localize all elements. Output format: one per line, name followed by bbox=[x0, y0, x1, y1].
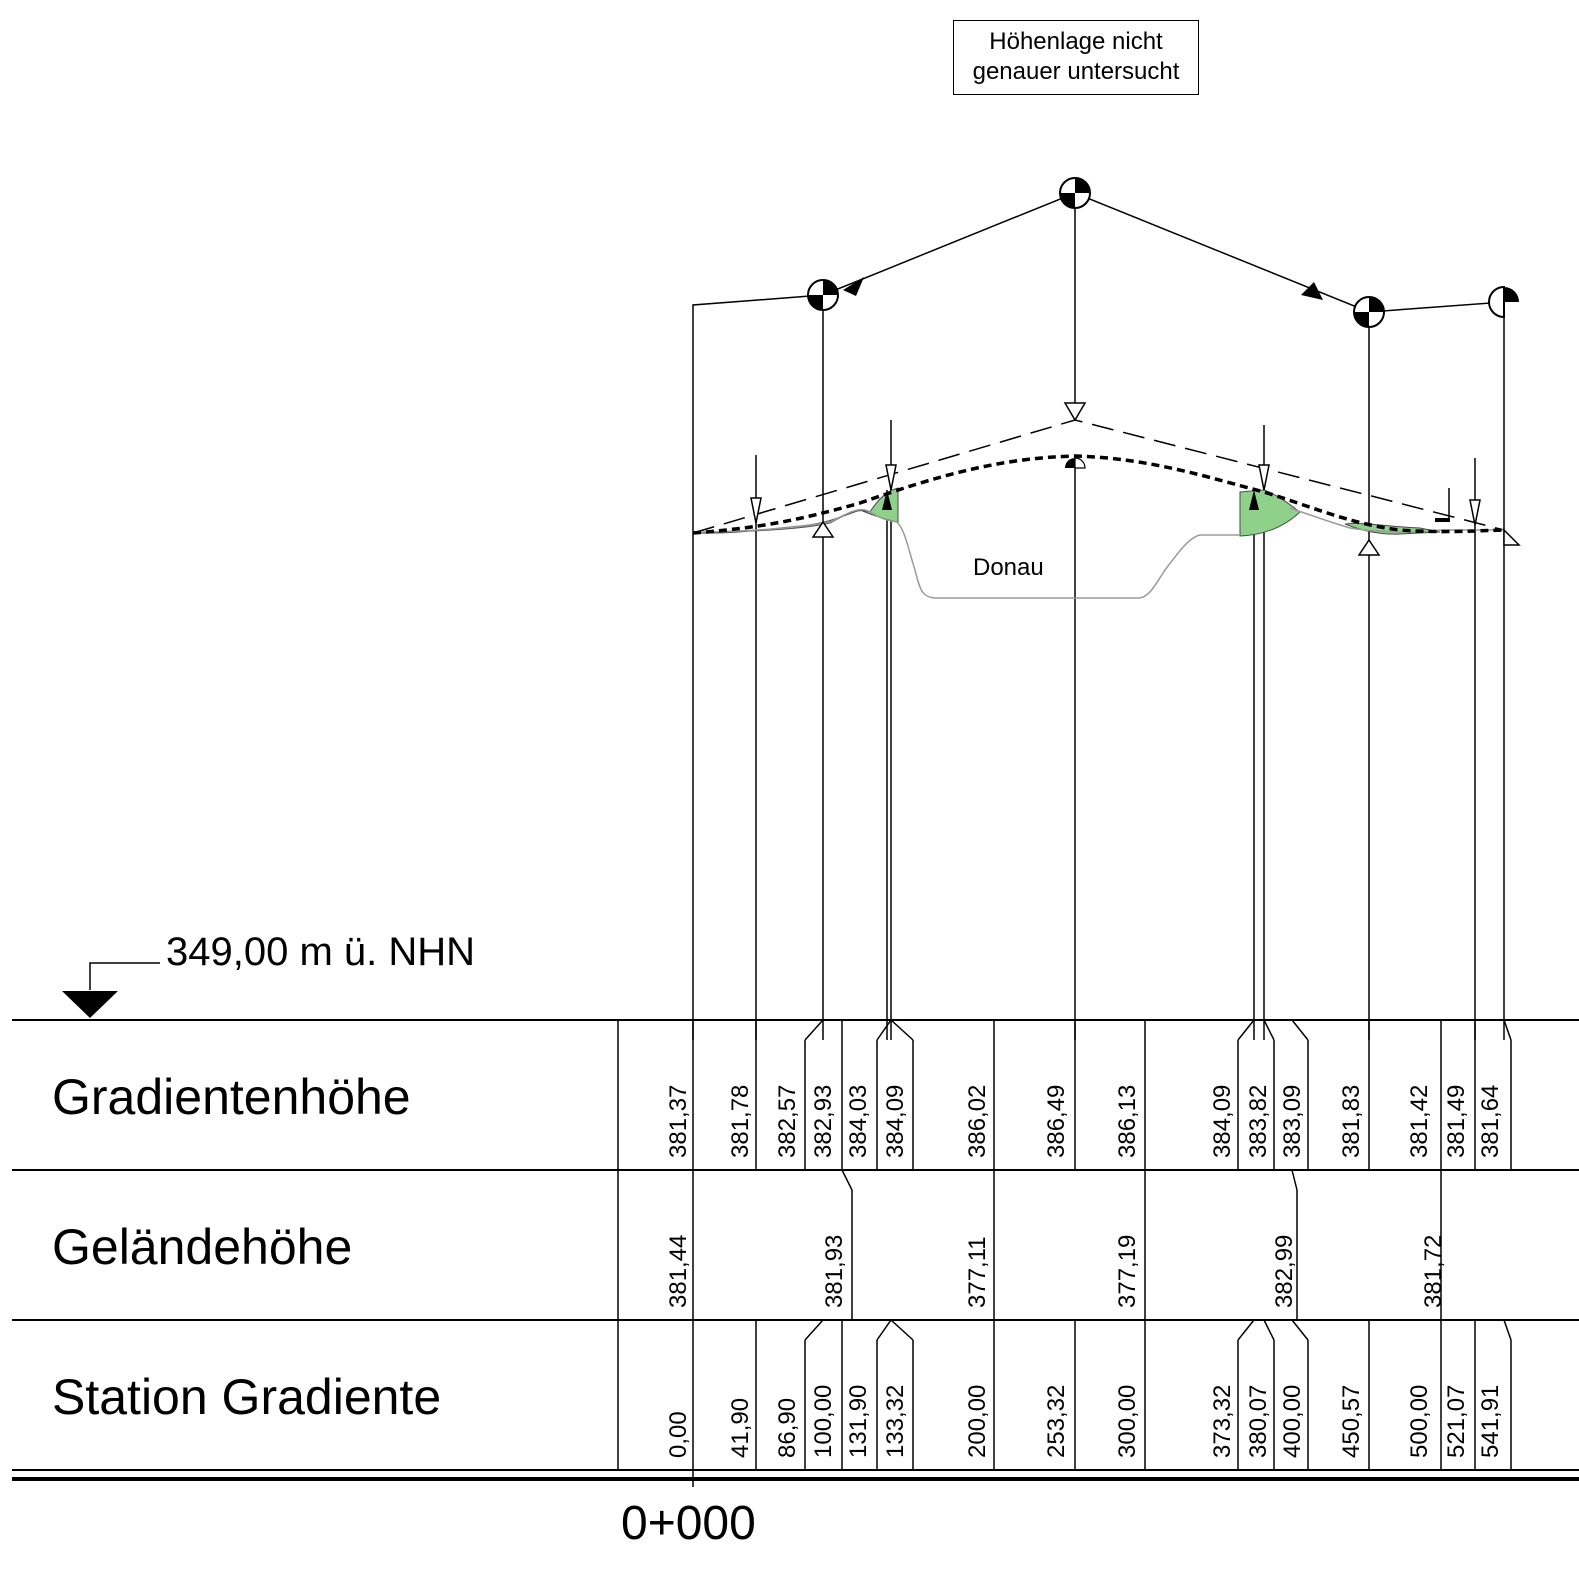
terrain-height-value: 377,11 bbox=[964, 1236, 991, 1308]
gradient-height-value: 383,82 bbox=[1245, 1085, 1272, 1158]
terrain-height-value: 381,93 bbox=[821, 1235, 848, 1308]
station-value: 400,00 bbox=[1279, 1385, 1306, 1458]
table-divider bbox=[1291, 1319, 1309, 1341]
gradient-height-value: 381,49 bbox=[1443, 1085, 1470, 1158]
table-divider bbox=[1503, 1019, 1512, 1041]
gradient-height-value: 386,13 bbox=[1114, 1085, 1141, 1158]
table-divider bbox=[1263, 1319, 1275, 1341]
gradient-height-value: 386,49 bbox=[1043, 1085, 1070, 1158]
gradient-height-value: 382,57 bbox=[774, 1085, 801, 1158]
table-divider bbox=[876, 1319, 892, 1341]
terrain-height-value: 382,99 bbox=[1271, 1235, 1298, 1308]
table-divider bbox=[1291, 1019, 1309, 1041]
gradient-height-value: 384,03 bbox=[845, 1085, 872, 1158]
datum-label: 349,00 m ü. NHN bbox=[166, 930, 476, 974]
station-value: 100,00 bbox=[810, 1385, 837, 1458]
station-value: 380,07 bbox=[1245, 1385, 1272, 1458]
profile-table-grid bbox=[12, 1019, 1579, 1487]
station-value: 86,90 bbox=[774, 1398, 801, 1458]
terrain-height-value: 381,72 bbox=[1420, 1235, 1447, 1308]
row-title-terrain-height: Geländehöhe bbox=[52, 1219, 353, 1275]
table-divider bbox=[1291, 1169, 1298, 1191]
station-value: 450,57 bbox=[1338, 1385, 1365, 1458]
row-title-gradient-height: Gradientenhöhe bbox=[52, 1069, 411, 1125]
start-station-label: 0+000 bbox=[621, 1497, 756, 1550]
gradient-height-value: 384,09 bbox=[1209, 1085, 1236, 1158]
note-line-1: Höhenlage nicht bbox=[989, 28, 1163, 55]
station-value: 300,00 bbox=[1114, 1385, 1141, 1458]
note-box: Höhenlage nicht genauer untersucht bbox=[953, 20, 1199, 95]
gradient-height-value: 381,37 bbox=[665, 1085, 692, 1158]
gradient-filled-arrows bbox=[882, 457, 1450, 522]
gradient-height-value: 384,09 bbox=[882, 1085, 909, 1158]
river-bed-line bbox=[699, 508, 1240, 599]
span-arrowheads bbox=[843, 277, 1323, 300]
table-divider bbox=[1237, 1019, 1255, 1041]
table-divider bbox=[804, 1319, 824, 1341]
table-divider bbox=[1263, 1019, 1275, 1041]
gradient-height-value: 381,78 bbox=[727, 1085, 754, 1158]
gradient-height-value: 381,64 bbox=[1477, 1085, 1504, 1158]
row-title-station: Station Gradiente bbox=[52, 1369, 442, 1425]
station-value: 521,07 bbox=[1443, 1385, 1470, 1458]
gradient-arrows bbox=[750, 402, 1521, 556]
station-value: 253,32 bbox=[1043, 1385, 1070, 1458]
river-label: Donau bbox=[973, 554, 1044, 581]
ground-line-right bbox=[1289, 507, 1504, 533]
station-value: 541,91 bbox=[1477, 1385, 1504, 1458]
station-value: 131,90 bbox=[845, 1385, 872, 1458]
pier-symbol-middle bbox=[1059, 177, 1091, 209]
table-divider bbox=[804, 1019, 824, 1041]
gradient-height-value: 382,93 bbox=[810, 1085, 837, 1158]
table-cells: 381,37 381,78 382,57 382,93 384,03 384,09 386,… bbox=[665, 1019, 1512, 1470]
embankment-area-2 bbox=[1239, 489, 1301, 537]
table-divider bbox=[841, 1169, 853, 1191]
station-value: 373,32 bbox=[1209, 1385, 1236, 1458]
pier-symbol-end bbox=[1488, 285, 1519, 319]
station-value: 0,00 bbox=[665, 1411, 692, 1458]
station-value: 500,00 bbox=[1406, 1385, 1433, 1458]
gradient-height-value: 381,42 bbox=[1406, 1085, 1433, 1158]
table-divider bbox=[1503, 1319, 1512, 1341]
gradient-height-value: 381,83 bbox=[1338, 1085, 1365, 1158]
note-line-2: genauer untersucht bbox=[972, 58, 1180, 85]
table-divider bbox=[890, 1319, 914, 1341]
station-value: 133,32 bbox=[882, 1385, 909, 1458]
table-divider bbox=[890, 1019, 914, 1041]
station-value: 41,90 bbox=[727, 1398, 754, 1458]
gradient-height-value: 386,02 bbox=[964, 1085, 991, 1158]
table-divider bbox=[1237, 1319, 1255, 1341]
pier-symbols bbox=[807, 177, 1519, 328]
gradient-height-value: 383,09 bbox=[1279, 1085, 1306, 1158]
station-value: 200,00 bbox=[964, 1385, 991, 1458]
gradient-line bbox=[692, 454, 1505, 535]
terrain-height-value: 381,44 bbox=[665, 1235, 692, 1308]
pier-symbol-left bbox=[807, 279, 839, 311]
pier-symbol-right bbox=[1353, 296, 1385, 328]
table-divider bbox=[876, 1019, 892, 1041]
terrain-height-value: 377,19 bbox=[1114, 1235, 1141, 1308]
datum-symbol bbox=[62, 962, 160, 1018]
